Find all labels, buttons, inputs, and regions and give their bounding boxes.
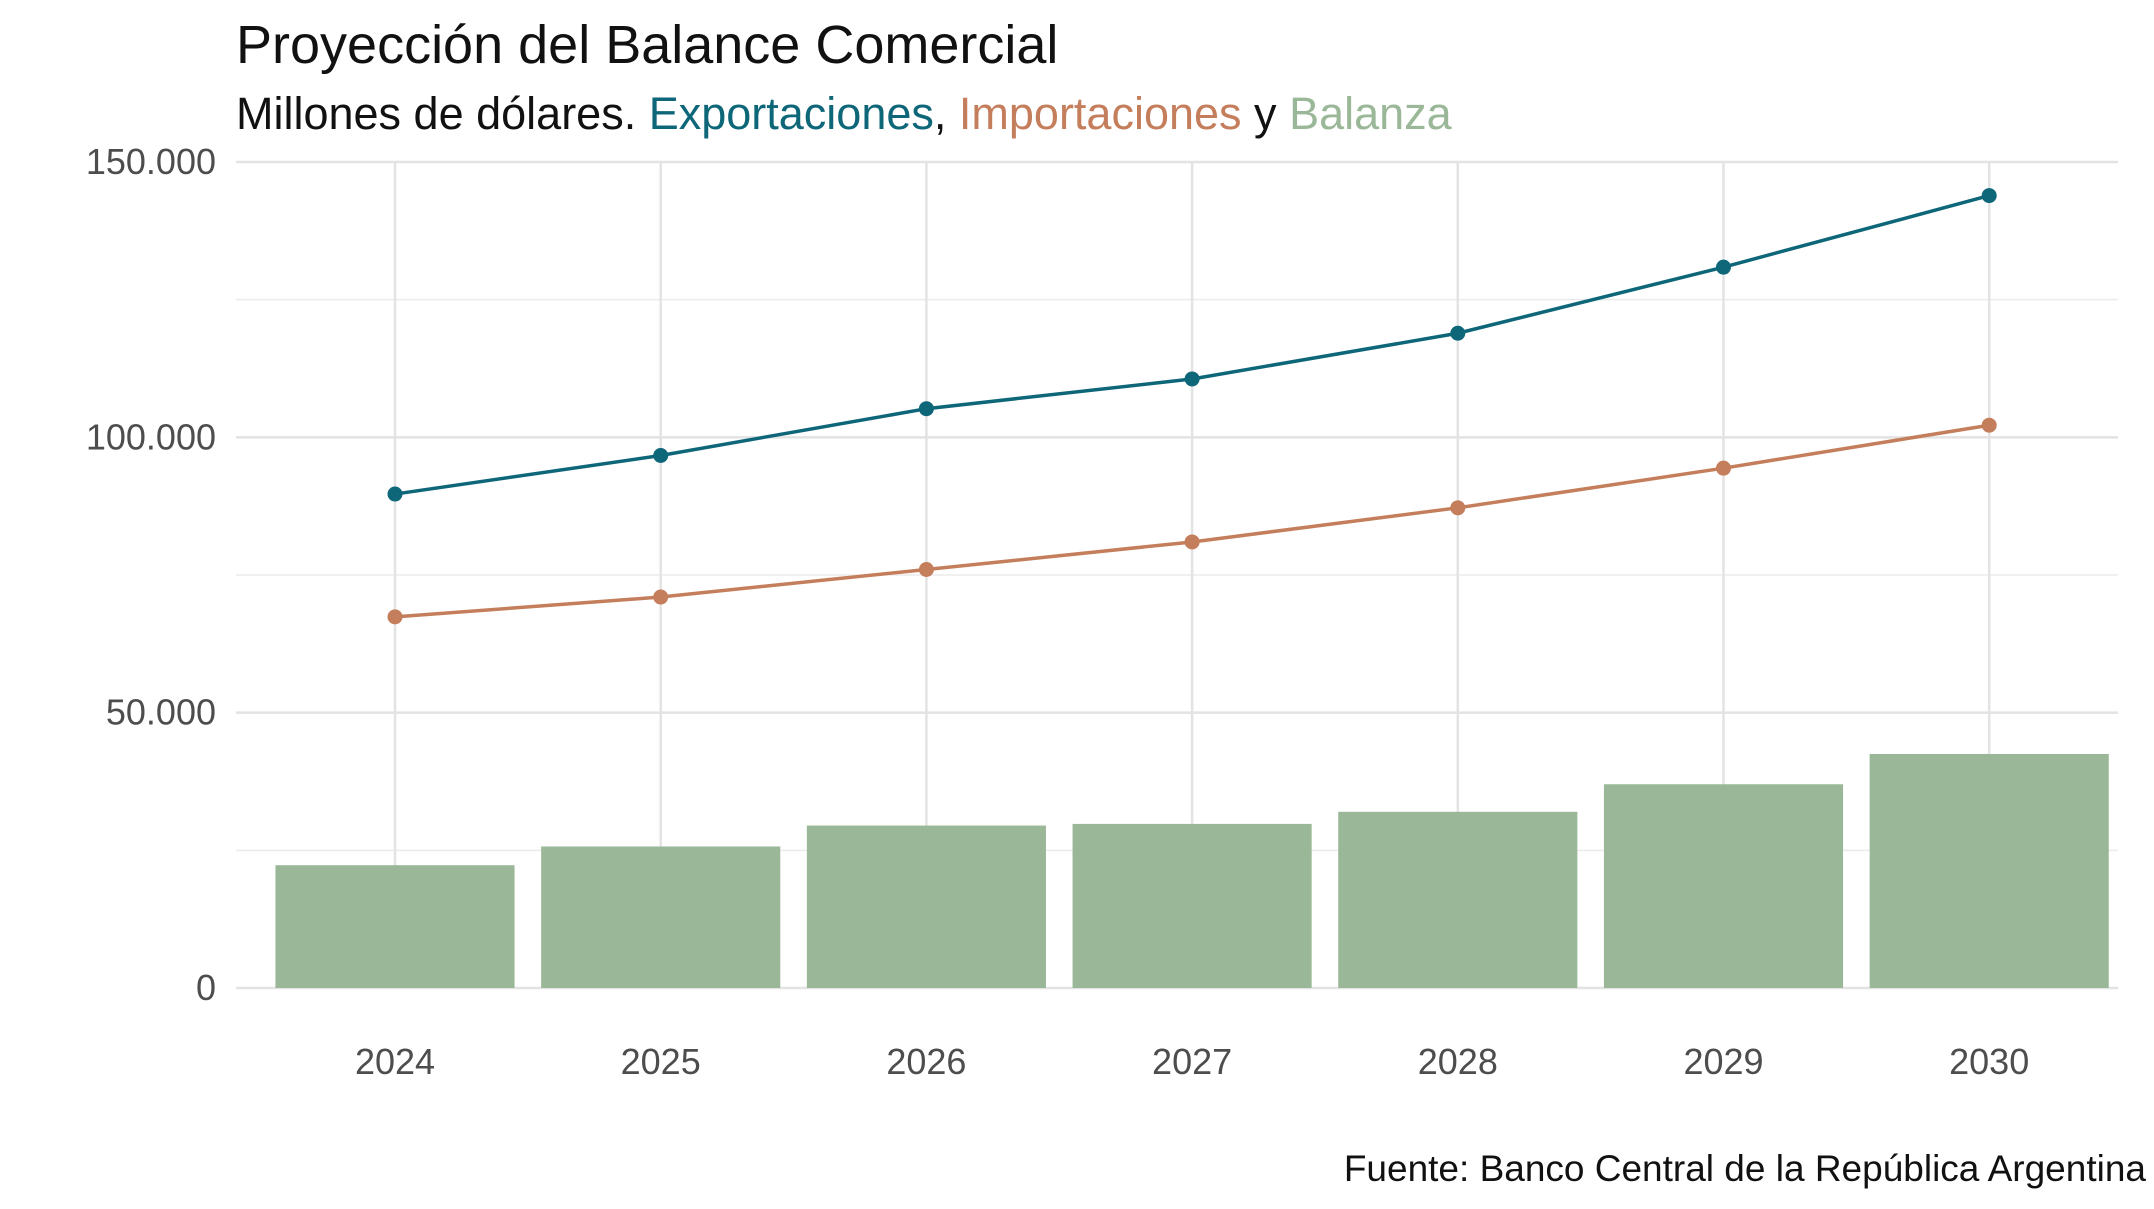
chart-title: Proyección del Balance Comercial [236, 15, 1059, 75]
point-exportaciones [918, 401, 934, 417]
series-points [387, 188, 1997, 625]
subtitle-sep-1: , [933, 88, 959, 139]
bar-balanza [1869, 753, 2109, 988]
y-tick-label: 150.000 [86, 141, 216, 182]
bar-balanza [1603, 784, 1844, 988]
subtitle-prefix: Millones de dólares. [236, 88, 649, 139]
point-exportaciones [1716, 259, 1731, 275]
point-importaciones [918, 561, 934, 577]
bar-balanza [1338, 811, 1578, 988]
legend-exports-label: Exportaciones [648, 88, 934, 139]
x-tick-label: 2029 [1683, 1041, 1763, 1082]
y-tick-label: 100.000 [86, 416, 216, 457]
x-tick-label: 2024 [355, 1041, 435, 1082]
point-exportaciones [653, 448, 669, 464]
point-exportaciones [1450, 325, 1466, 341]
balance-bars [275, 753, 2109, 988]
x-tick-label: 2028 [1418, 1041, 1498, 1082]
point-importaciones [1716, 460, 1731, 476]
bar-balanza [541, 846, 781, 988]
point-importaciones [1450, 500, 1466, 516]
bar-balanza [275, 865, 515, 988]
point-importaciones [387, 609, 403, 625]
source-caption: Fuente: Banco Central de la República Ar… [1343, 1148, 2146, 1189]
bar-balanza [1072, 823, 1312, 988]
chart-subtitle: Millones de dólares. Exportaciones, Impo… [236, 88, 1452, 140]
legend-balance-label: Balanza [1289, 88, 1452, 139]
point-importaciones [1981, 417, 1997, 433]
legend-imports-label: Importaciones [958, 88, 1242, 139]
point-exportaciones [1981, 188, 1997, 204]
x-tick-label: 2027 [1152, 1041, 1232, 1082]
x-axis: 2024 2025 2026 2027 2028 2029 2030 [355, 1041, 2029, 1082]
bar-balanza [806, 825, 1046, 988]
point-exportaciones [387, 486, 403, 502]
y-axis: 0 50.000 100.000 150.000 [86, 141, 216, 1008]
x-tick-label: 2025 [621, 1041, 701, 1082]
point-importaciones [1184, 534, 1200, 550]
subtitle-sep-2: y [1241, 88, 1290, 139]
y-tick-label: 50.000 [106, 692, 216, 733]
y-tick-label: 0 [196, 967, 216, 1008]
x-tick-label: 2030 [1949, 1041, 2029, 1082]
x-tick-label: 2026 [886, 1041, 966, 1082]
point-exportaciones [1184, 371, 1200, 387]
point-importaciones [653, 589, 669, 605]
